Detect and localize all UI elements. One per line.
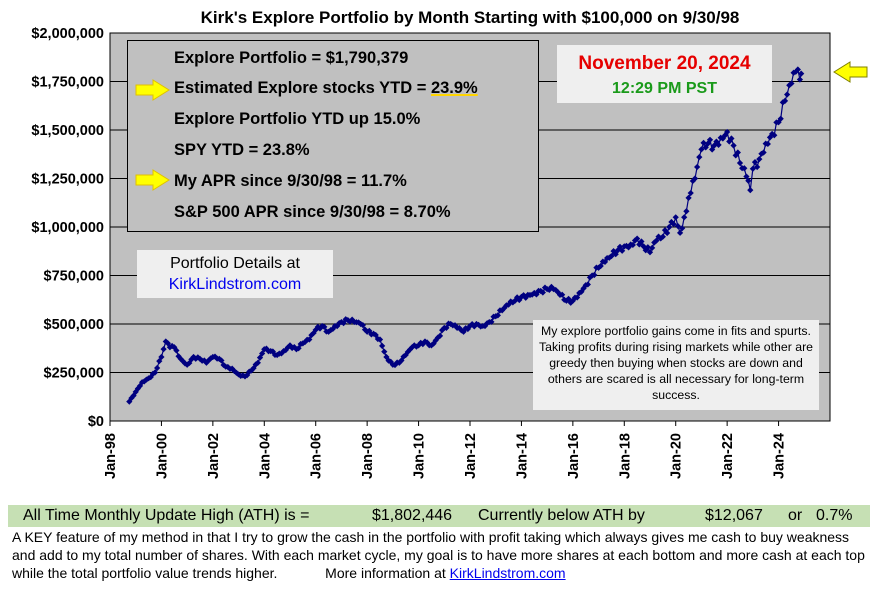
x-tick-label: Jan-18 xyxy=(617,433,633,479)
arrow-left-icon xyxy=(833,61,868,83)
data-point xyxy=(574,294,581,301)
ath-or: or xyxy=(788,507,803,524)
note-box: My explore portfolio gains come in fits … xyxy=(533,320,819,410)
ytd-estimate-value: 23.9% xyxy=(430,79,478,97)
data-point xyxy=(359,321,366,329)
chart-title: Kirk's Explore Portfolio by Month Starti… xyxy=(200,8,740,27)
data-point xyxy=(379,342,386,350)
details-link[interactable]: KirkLindstrom.com xyxy=(168,276,302,293)
x-tick-label: Jan-10 xyxy=(412,433,428,479)
legend-portfolio: Explore Portfolio = $1,790,379 xyxy=(174,49,409,67)
y-axis: $0 $250,000 $500,000 $750,000 $1,000,000 $1,2… xyxy=(31,26,104,430)
x-tick-label: Jan-98 xyxy=(103,433,119,479)
y-tick-label: $1,500,000 xyxy=(31,123,104,139)
footer-more-info: More information at xyxy=(325,565,446,581)
x-tick-label: Jan-08 xyxy=(360,433,376,479)
ath-below-value: $12,067 xyxy=(705,507,763,524)
data-point xyxy=(306,336,313,343)
y-tick-label: $1,750,000 xyxy=(31,75,104,91)
details-box: Portfolio Details at KirkLindstrom.com xyxy=(137,250,333,298)
data-point xyxy=(259,350,266,357)
my-apr: My APR since 9/30/98 = 11.7% xyxy=(174,172,407,190)
x-tick-label: Jan-22 xyxy=(720,433,736,479)
data-point xyxy=(321,323,328,330)
arrow-right-icon xyxy=(135,79,170,101)
y-tick-label: $2,000,000 xyxy=(31,26,104,42)
arrow-right-icon xyxy=(135,169,170,191)
data-point xyxy=(436,332,444,340)
footer-text: A KEY feature of my method in that I try… xyxy=(12,529,865,581)
data-point xyxy=(256,354,264,361)
update-time: 12:29 PM PST xyxy=(612,80,717,97)
data-point xyxy=(488,318,495,326)
footer-link[interactable]: KirkLindstrom.com xyxy=(449,565,566,581)
y-tick-label: $0 xyxy=(88,414,104,430)
details-label: Portfolio Details at xyxy=(170,255,300,272)
footer: A KEY feature of my method in that I try… xyxy=(12,528,872,582)
y-tick-label: $1,000,000 xyxy=(31,220,104,236)
y-tick-label: $750,000 xyxy=(44,269,104,285)
ytd-estimate-label: Estimated Explore stocks YTD = xyxy=(174,79,427,97)
x-tick-label: Jan-16 xyxy=(566,433,582,479)
x-tick-label: Jan-02 xyxy=(206,433,222,479)
x-tick-label: Jan-04 xyxy=(257,433,273,479)
ath-below-label: Currently below ATH by xyxy=(478,507,645,524)
data-point xyxy=(295,345,302,352)
data-point xyxy=(156,357,163,365)
spy-ytd: SPY YTD = 23.8% xyxy=(174,141,310,159)
x-tick-label: Jan-14 xyxy=(514,433,530,479)
x-tick-label: Jan-06 xyxy=(309,433,325,479)
x-tick-label: Jan-24 xyxy=(772,433,788,479)
date-box: November 20, 2024 12:29 PM PST xyxy=(557,45,772,103)
y-tick-label: $500,000 xyxy=(44,317,104,333)
data-point xyxy=(794,66,801,73)
ath-value: $1,802,446 xyxy=(372,507,453,524)
x-axis: Jan-98 Jan-00 Jan-02 Jan-04 Jan-06 Jan-08 Jan-… xyxy=(103,421,788,479)
ath-label: All Time Monthly Update High (ATH) is = xyxy=(23,507,310,524)
data-point xyxy=(376,336,384,343)
sp-apr: S&P 500 APR since 9/30/98 = 8.70% xyxy=(174,203,451,221)
legend-ytd-estimate: Estimated Explore stocks YTD = 23.9% xyxy=(174,79,478,98)
portfolio-ytd: Explore Portfolio YTD up 15.0% xyxy=(174,110,421,128)
y-tick-label: $250,000 xyxy=(44,366,104,382)
ath-bar: All Time Monthly Update High (ATH) is = … xyxy=(8,505,870,527)
info-box: Explore Portfolio = $1,790,379 Estimated… xyxy=(127,40,539,232)
data-point xyxy=(559,291,566,298)
x-tick-label: Jan-00 xyxy=(154,433,170,479)
y-tick-label: $1,250,000 xyxy=(31,172,104,188)
data-point xyxy=(381,348,388,355)
data-point xyxy=(584,281,591,288)
update-date: November 20, 2024 xyxy=(578,53,751,74)
x-tick-label: Jan-20 xyxy=(669,433,685,479)
data-point xyxy=(443,324,450,331)
x-tick-label: Jan-12 xyxy=(463,433,479,479)
data-point xyxy=(494,312,501,319)
ath-pct: 0.7% xyxy=(816,507,853,524)
